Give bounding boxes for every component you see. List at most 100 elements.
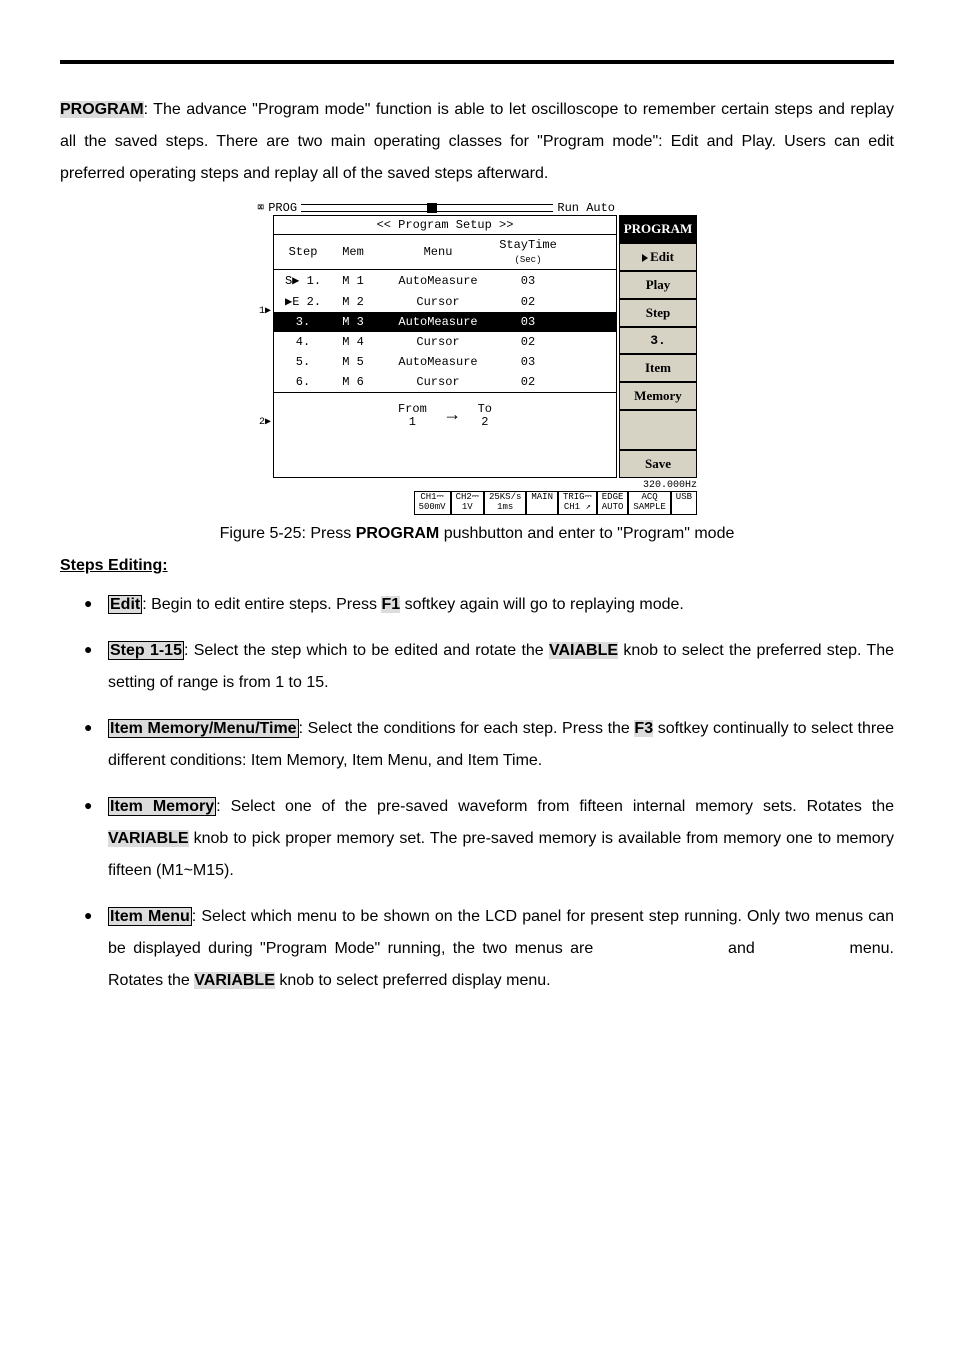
bullet-item: Item Memory/Menu/Time: Select the condit… <box>84 713 894 777</box>
th-mem: Mem <box>328 245 378 259</box>
row-mem: M 2 <box>328 295 378 309</box>
from-to-row: From 1 → To 2 <box>274 392 616 443</box>
row-step: 5. <box>278 355 328 369</box>
table-row: S▶ 1.M 1AutoMeasure03 <box>274 270 616 291</box>
row-step: 3. <box>278 315 328 329</box>
scope-status: 320.000Hz CH1⎓500mV CH2⎓1V 25KS/s1ms MAI… <box>257 480 697 515</box>
triangle-icon <box>642 254 648 262</box>
sk-blank <box>619 410 697 450</box>
edit-key: F1 <box>381 596 400 613</box>
table-row: 3.M 3AutoMeasure03 <box>274 312 616 332</box>
cell-edge: EDGEAUTO <box>597 491 629 515</box>
figure-wrap: ⌧ PROG Run Auto 1▶ 2▶ << Program Setup >… <box>60 200 894 515</box>
row-step: ▶E 2. <box>278 294 328 309</box>
row-time: 03 <box>498 274 558 288</box>
bullet-edit: Edit: Begin to edit entire steps. Press … <box>84 589 894 621</box>
row-time: 03 <box>498 315 558 329</box>
menu-tail: knob to select preferred display menu. <box>275 972 551 989</box>
scope-progress-bar <box>301 204 553 212</box>
scope-left-markers: 1▶ 2▶ <box>257 215 273 478</box>
to-col: To 2 <box>478 403 492 429</box>
row-time: 03 <box>498 355 558 369</box>
table-row: ▶E 2.M 2Cursor02 <box>274 291 616 312</box>
cell-trig: TRIG⎓CH1 ↗ <box>558 491 597 515</box>
row-menu: AutoMeasure <box>378 355 498 369</box>
scope-freq: 320.000Hz <box>643 480 697 491</box>
edit-tail: softkey again will go to replaying mode. <box>400 596 684 613</box>
row-mem: M 5 <box>328 355 378 369</box>
menu-knob: VARIABLE <box>194 972 275 989</box>
table-row: 5.M 5AutoMeasure03 <box>274 352 616 372</box>
scope-mode-label: PROG <box>268 201 297 215</box>
sk-edit-label: Edit <box>650 249 674 264</box>
sk-memory[interactable]: Memory <box>619 382 697 410</box>
table-head: Step Mem Menu StayTime (Sec) <box>274 235 616 270</box>
status-row: CH1⎓500mV CH2⎓1V 25KS/s1ms MAIN TRIG⎓CH1… <box>414 491 697 515</box>
to-label: To <box>478 402 492 416</box>
bullet-step: Step 1-15: Select the step which to be e… <box>84 635 894 699</box>
sk-save[interactable]: Save <box>619 450 697 478</box>
sk-step-num[interactable]: 3. <box>619 327 697 354</box>
th-time-b: (Sec) <box>514 255 541 265</box>
battery-icon: ⌧ <box>257 200 264 215</box>
scope-rows: S▶ 1.M 1AutoMeasure03▶E 2.M 2Cursor023.M… <box>274 270 616 392</box>
menu-mid: and <box>721 940 762 957</box>
caption-pre: Figure 5-25: Press <box>220 525 356 542</box>
step-rest: : Select the step which to be edited and… <box>184 642 549 659</box>
scope-run-status: Run Auto <box>557 201 615 215</box>
arrow-icon: → <box>447 406 458 426</box>
marker-1: 1▶ <box>259 305 271 317</box>
marker-2: 2▶ <box>259 416 271 428</box>
step-knob: VAIABLE <box>549 642 618 659</box>
item-label: Item Memory/Menu/Time <box>108 719 299 738</box>
program-label: PROGRAM <box>60 101 144 118</box>
sk-edit[interactable]: Edit <box>619 243 697 271</box>
top-rule <box>60 60 894 64</box>
row-mem: M 3 <box>328 315 378 329</box>
row-time: 02 <box>498 335 558 349</box>
cell-usb: USB <box>671 491 697 515</box>
row-mem: M 1 <box>328 274 378 288</box>
menu-rest: : Select which menu to be shown on the L… <box>108 908 894 957</box>
row-mem: M 6 <box>328 375 378 389</box>
scope-top-bar: ⌧ PROG Run Auto <box>257 200 697 215</box>
th-time-a: StayTime <box>499 238 557 252</box>
menu-label: Item Menu <box>108 907 192 926</box>
mem-tail: knob to pick proper memory set. The pre-… <box>108 830 894 879</box>
scope-body: 1▶ 2▶ << Program Setup >> Step Mem Menu … <box>257 215 697 478</box>
sk-header: PROGRAM <box>619 215 697 243</box>
row-time: 02 <box>498 295 558 309</box>
section-heading: Steps Editing: <box>60 557 894 575</box>
scope-screenshot: ⌧ PROG Run Auto 1▶ 2▶ << Program Setup >… <box>257 200 697 515</box>
bullet-list: Edit: Begin to edit entire steps. Press … <box>60 589 894 777</box>
caption-post: pushbutton and enter to "Program" mode <box>439 525 734 542</box>
table-row: 4.M 4Cursor02 <box>274 332 616 352</box>
row-menu: Cursor <box>378 295 498 309</box>
mem-label: Item Memory <box>108 797 216 816</box>
cell-main: MAIN <box>526 491 558 515</box>
row-menu: AutoMeasure <box>378 274 498 288</box>
sk-item[interactable]: Item <box>619 354 697 382</box>
mem-knob: VARIABLE <box>108 830 189 847</box>
to-val: 2 <box>481 415 488 429</box>
th-menu: Menu <box>378 245 498 259</box>
edit-rest: : Begin to edit entire steps. Press <box>142 596 381 613</box>
sk-play[interactable]: Play <box>619 271 697 299</box>
mem-rest: : Select one of the pre-saved waveform f… <box>216 798 894 815</box>
from-val: 1 <box>409 415 416 429</box>
figure-caption: Figure 5-25: Press PROGRAM pushbutton an… <box>60 525 894 543</box>
cell-ch1: CH1⎓500mV <box>414 491 451 515</box>
th-time: StayTime (Sec) <box>498 238 558 266</box>
step-label: Step 1-15 <box>108 641 184 660</box>
item-key: F3 <box>634 720 653 737</box>
sub-bullet-list: Item Memory: Select one of the pre-saved… <box>60 791 894 997</box>
intro-paragraph: PROGRAM: The advance "Program mode" func… <box>60 94 894 190</box>
row-time: 02 <box>498 375 558 389</box>
cell-acq: ACQSAMPLE <box>628 491 670 515</box>
sk-step[interactable]: Step <box>619 299 697 327</box>
sub-item-menu: Item Menu: Select which menu to be shown… <box>84 901 894 997</box>
th-step: Step <box>278 245 328 259</box>
row-mem: M 4 <box>328 335 378 349</box>
edit-label: Edit <box>108 595 142 614</box>
sub-item-memory: Item Memory: Select one of the pre-saved… <box>84 791 894 887</box>
